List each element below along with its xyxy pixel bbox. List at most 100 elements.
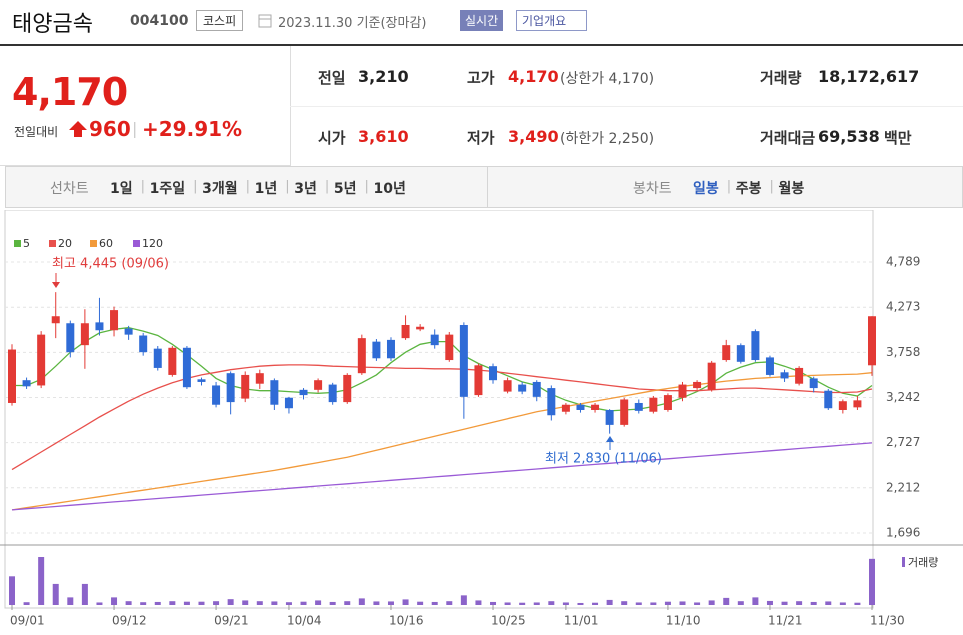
candle-body: [489, 366, 498, 381]
x-tick-label: 09/01: [10, 614, 45, 628]
calendar-icon: [258, 14, 272, 28]
market-badge: 코스피: [196, 10, 244, 31]
x-tick-label: 10/04: [287, 614, 322, 628]
volume-bar: [752, 597, 759, 605]
volume-bar: [825, 601, 832, 605]
summary-label: 거래대금: [760, 129, 816, 147]
volume-bar: [548, 601, 555, 605]
volume-bar: [766, 600, 773, 605]
up-arrow: [69, 121, 87, 137]
candle-body: [576, 404, 585, 410]
tab-separator: |: [140, 179, 146, 194]
volume-bar: [460, 595, 467, 605]
x-tick-label: 09/21: [214, 614, 249, 628]
volume-bar: [242, 600, 249, 605]
candle-body: [795, 367, 804, 384]
summary-label: 거래량: [760, 69, 802, 87]
candle-body: [868, 316, 876, 366]
x-tick-label: 09/12: [112, 614, 147, 628]
candle-body: [197, 379, 206, 382]
candle-body: [722, 345, 731, 361]
realtime-button[interactable]: 실시간: [460, 10, 504, 31]
summary-value: 3,490: [508, 127, 559, 146]
moving-average-line: [12, 326, 873, 412]
volume-bar: [81, 583, 88, 605]
candle-body: [591, 404, 600, 410]
volume-bar: [111, 597, 118, 605]
volume-bar: [446, 601, 453, 605]
legend-swatch: [90, 240, 97, 247]
candle-body: [809, 378, 818, 389]
volume-bar: [154, 601, 161, 605]
tab[interactable]: 1년: [254, 181, 278, 197]
tab[interactable]: 일봉: [693, 181, 719, 197]
moving-average-line: [11, 442, 873, 511]
candle-body: [780, 372, 789, 379]
tab[interactable]: 5년: [333, 181, 357, 197]
tab[interactable]: 1일: [110, 181, 133, 197]
summary-note: (상한가 4,170): [560, 71, 655, 87]
summary-unit: 백만: [884, 129, 912, 147]
y-tick-label: 4,789: [886, 255, 920, 269]
x-tick-label: 11/21: [768, 614, 803, 628]
volume-bar: [213, 601, 220, 605]
candle-body: [386, 339, 395, 359]
volume-bar: [9, 576, 15, 605]
tab-group-label: 봉차트: [633, 181, 672, 197]
company-button[interactable]: 기업개요: [516, 10, 588, 31]
volume-bar: [125, 601, 132, 605]
y-tick-label: 2,212: [886, 480, 920, 494]
candle-body: [343, 374, 352, 403]
change-pct: +29.91%: [142, 117, 243, 141]
volume-bar: [723, 597, 730, 605]
volume-bar: [708, 600, 715, 605]
volume-bar: [519, 602, 526, 605]
volume-bar: [869, 558, 875, 605]
legend-label: 60: [99, 237, 113, 250]
candle-body: [503, 380, 512, 392]
volume-bar: [606, 599, 613, 605]
volume-bar: [285, 602, 292, 605]
tab[interactable]: 월봉: [778, 181, 805, 197]
date-label: 2023.11.30 기준(장마감): [278, 16, 427, 31]
volume-bar: [533, 602, 540, 605]
candle-body: [649, 397, 658, 412]
candle-body: [853, 400, 862, 408]
candle-body: [372, 341, 381, 359]
candle-body: [270, 380, 279, 405]
candle-body: [314, 380, 323, 390]
volume-bar: [23, 602, 30, 605]
volume-bar: [664, 601, 671, 605]
candle-body: [110, 310, 119, 331]
y-tick-label: 3,242: [886, 390, 920, 404]
y-tick-label: 3,758: [886, 345, 920, 359]
volume-bar: [679, 601, 686, 605]
volume-bar: [329, 601, 336, 605]
tab[interactable]: 주봉: [735, 181, 762, 197]
candle-body: [605, 409, 614, 425]
candle-body: [80, 323, 89, 346]
volume-bar: [300, 601, 307, 605]
moving-average-line: [11, 364, 873, 471]
candle-body: [693, 381, 702, 389]
volume-bar: [694, 602, 701, 605]
y-tick-label: 4,273: [886, 300, 920, 314]
candle-body: [8, 349, 16, 403]
candle-body: [765, 357, 774, 375]
tab[interactable]: 3년: [294, 181, 317, 197]
volume-bar: [38, 557, 45, 605]
volume-bar: [490, 601, 497, 605]
tab[interactable]: 1주일: [149, 181, 186, 197]
legend-label: 20: [58, 237, 72, 250]
tab[interactable]: 10년: [373, 181, 406, 197]
candle-body: [474, 365, 483, 396]
summary-value: 3,610: [358, 127, 409, 146]
candle-body: [518, 384, 527, 392]
candle-body: [139, 335, 148, 353]
tab[interactable]: 3개월: [202, 181, 238, 197]
summary-note: (하한가 2,250): [560, 131, 655, 147]
y-tick-label: 1,696: [886, 526, 920, 540]
y-tick-label: 2,727: [886, 435, 920, 449]
summary-label: 전일: [318, 69, 346, 87]
volume-bar: [373, 601, 380, 605]
